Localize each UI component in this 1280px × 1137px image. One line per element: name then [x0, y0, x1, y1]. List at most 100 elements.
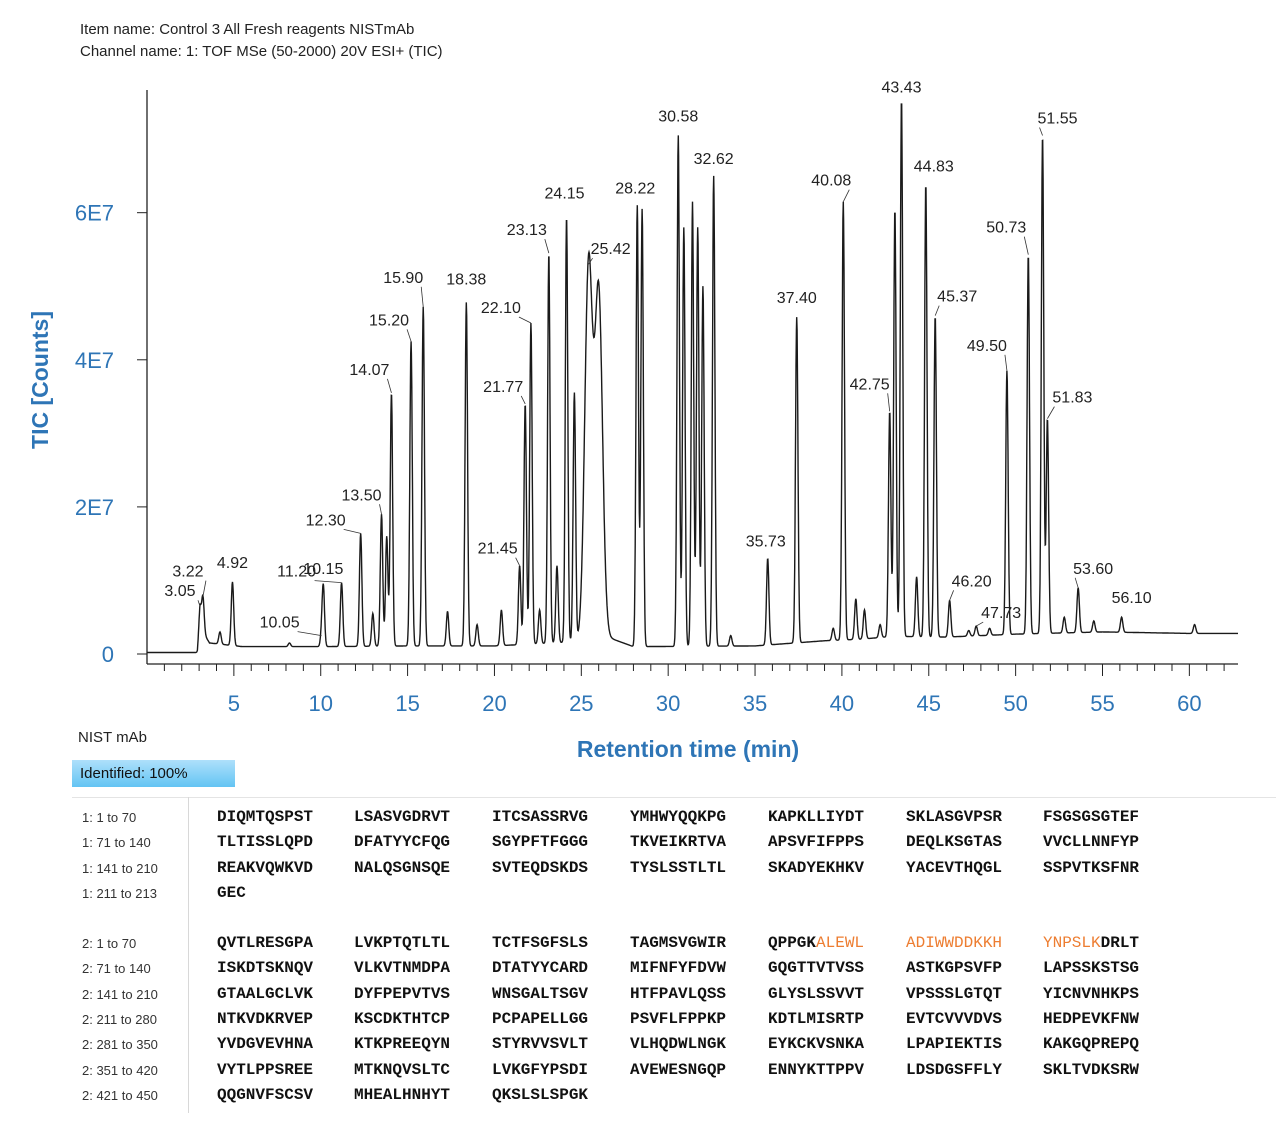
sequence-segment: LVKGFYPSDI [492, 1060, 589, 1079]
sequence-row-label: 1: 1 to 70 [82, 810, 137, 825]
sequence-segment: YMHWYQQKPG [630, 808, 727, 826]
peak-label: 12.30 [306, 512, 346, 529]
peak-label-leader [1047, 406, 1055, 419]
sequence-segment: TLTISSLQPD [217, 833, 314, 852]
peak-label: 18.38 [446, 271, 486, 288]
y-tick-label: 4E7 [75, 348, 114, 373]
peak-label: 13.50 [342, 487, 382, 504]
peak-label: 23.13 [507, 222, 547, 239]
sequence-segment: SKADYEKHKV [768, 858, 865, 877]
sequence-segment: YVDGVEVHNA [217, 1035, 314, 1054]
sequence-row-label: 1: 71 to 140 [82, 835, 151, 851]
sequence-segment: HTFPAVLQSS [630, 984, 727, 1003]
sequence-segment: ENNYKTTPPV [768, 1060, 865, 1079]
sequence-segment: KAKGQPREPQ [1043, 1035, 1140, 1054]
sequence-segment: SSPVTKSFNR [1043, 858, 1140, 877]
sequence-segment: KTKPREEQYN [354, 1035, 451, 1054]
sequence-segment: SKLTVDKSRW [1043, 1060, 1140, 1079]
sequence-segment: DYFPEPVTVS [354, 984, 451, 1003]
peak-label: 37.40 [777, 290, 817, 307]
sequence-segment: STYRVVSVLT [492, 1035, 589, 1054]
x-tick-label: 60 [1177, 691, 1201, 716]
sequence-row-label: 2: 211 to 280 [82, 1011, 157, 1027]
sequence-segment: TYSLSSTLTL [630, 858, 727, 877]
peak-label: 15.20 [369, 312, 409, 329]
sequence-segment: YNPSLKDRLT [1043, 934, 1140, 952]
peak-label-leader [975, 621, 984, 627]
peak-label: 46.20 [952, 573, 992, 590]
peak-label-leader [343, 528, 361, 534]
y-axis-label: TIC [Counts] [27, 311, 53, 449]
sequence-segment: ASTKGPSVFP [906, 959, 1003, 978]
peak-label-leader [297, 631, 322, 637]
sequence-segment: LSASVGDRVT [354, 808, 451, 826]
sequence-segment: KDTLMISRTP [768, 1009, 865, 1028]
peak-label: 32.62 [694, 151, 734, 168]
x-tick-label: 45 [917, 691, 941, 716]
sequence-segment: MHEALHNHYT [354, 1085, 451, 1104]
peak-label: 50.73 [986, 220, 1026, 237]
peak-label-leader [406, 329, 412, 342]
sequence-segment: YICNVNHKPS [1043, 984, 1140, 1003]
sequence-row-label: 2: 351 to 420 [82, 1062, 158, 1078]
sequence-segment: APSVFIFPPS [768, 833, 865, 852]
sequence-segment: PSVFLFPPKP [630, 1009, 727, 1028]
x-tick-label: 15 [395, 691, 419, 716]
peak-label: 45.37 [937, 289, 977, 306]
sequence-row: 2: 141 to 210 GTAALGCLVK DYFPEPVTVS WNSGALT… [0, 983, 1280, 1008]
sequence-segment: TKVEIKRTVA [630, 833, 727, 852]
sequence-row: 1: 141 to 210 REAKVQWKVD NALQSGNSQE SVTEQDS… [0, 857, 1280, 882]
peak-label-leader [202, 580, 207, 597]
sequence-segment: LAPSSKSTSG [1043, 959, 1140, 978]
sequence-row: 2: 71 to 140 ISKDTSKNQV VLKVTNMDPA DTATYYCA… [0, 957, 1280, 982]
tick-labels-layer: 5 10 15 20 25 30 35 40 45 50 55 60 0 2E7 4E7 6E7 [75, 201, 1202, 716]
sequence-segment: PCPAPELLGG [492, 1009, 589, 1028]
sequence-segment: AVEWESNGQP [630, 1060, 727, 1079]
sequence-segment: QQGNVFSCSV [217, 1085, 314, 1104]
peak-label: 51.55 [1038, 110, 1078, 127]
x-tick-label: 50 [1003, 691, 1027, 716]
sequence-segment: VPSSSLGTQT [906, 984, 1003, 1003]
sequence-segment: MTKNQVSLTC [354, 1060, 451, 1079]
sequence-segment: VYTLPPSREE [217, 1060, 314, 1079]
sequence-label-column [72, 797, 189, 1113]
peak-label: 22.10 [481, 300, 521, 317]
peak-label: 25.42 [591, 241, 631, 258]
sequence-segment: KSCDKTHTCP [354, 1009, 451, 1028]
peak-label-leader [420, 286, 424, 307]
sequence-segment: GQGTTVTVSS [768, 959, 865, 978]
peak-label: 10.15 [303, 561, 343, 578]
identified-peptide: ALEWL [816, 934, 865, 952]
y-tick-label: 0 [102, 642, 114, 667]
peak-label-leader [520, 395, 526, 405]
sequence-row: 1: 71 to 140 TLTISSLQPD DFATYYCFQG SGYPFTFG… [0, 831, 1280, 856]
sequence-segment: MIFNFYFDVW [630, 959, 727, 978]
sequence-segment: WNSGALTSGV [492, 984, 589, 1003]
sequence-segment: FSGSGSGTEF [1043, 808, 1140, 826]
peak-label-leader [934, 305, 940, 316]
identified-peptide: YNPSLK [1043, 934, 1101, 952]
sequence-segment: NTKVDKRVEP [217, 1009, 314, 1028]
peak-label-leader [379, 504, 382, 515]
peak-label: 30.58 [658, 108, 698, 125]
sequence-row-label: 2: 141 to 210 [82, 986, 158, 1002]
sequence-segment: EYKCKVSNKA [768, 1035, 865, 1054]
peak-label: 56.10 [1112, 590, 1152, 607]
peak-label-leader [887, 393, 891, 412]
peak-label: 11.20 [277, 564, 316, 581]
peak-label-leader [949, 590, 954, 601]
sequence-segment: SVTEQDSKDS [492, 858, 589, 877]
peak-label: 28.22 [615, 180, 655, 197]
sequence-row: 2: 1 to 70 QVTLRESGPA LVKPTQTLTL TCTFSGFSLS… [0, 932, 1280, 957]
sequence-row-label: 2: 281 to 350 [82, 1037, 158, 1053]
peak-label-leader [387, 378, 392, 393]
y-tick-label: 2E7 [75, 495, 114, 520]
x-tick-label: 40 [830, 691, 854, 716]
sequence-segment: LDSDGSFFLY [906, 1060, 1003, 1079]
peak-label-leader [518, 316, 532, 324]
peak-label-leader [1023, 236, 1029, 255]
sequence-segment: LVKPTQTLTL [354, 934, 451, 952]
peak-label-leader [588, 257, 593, 265]
x-tick-label: 10 [308, 691, 332, 716]
